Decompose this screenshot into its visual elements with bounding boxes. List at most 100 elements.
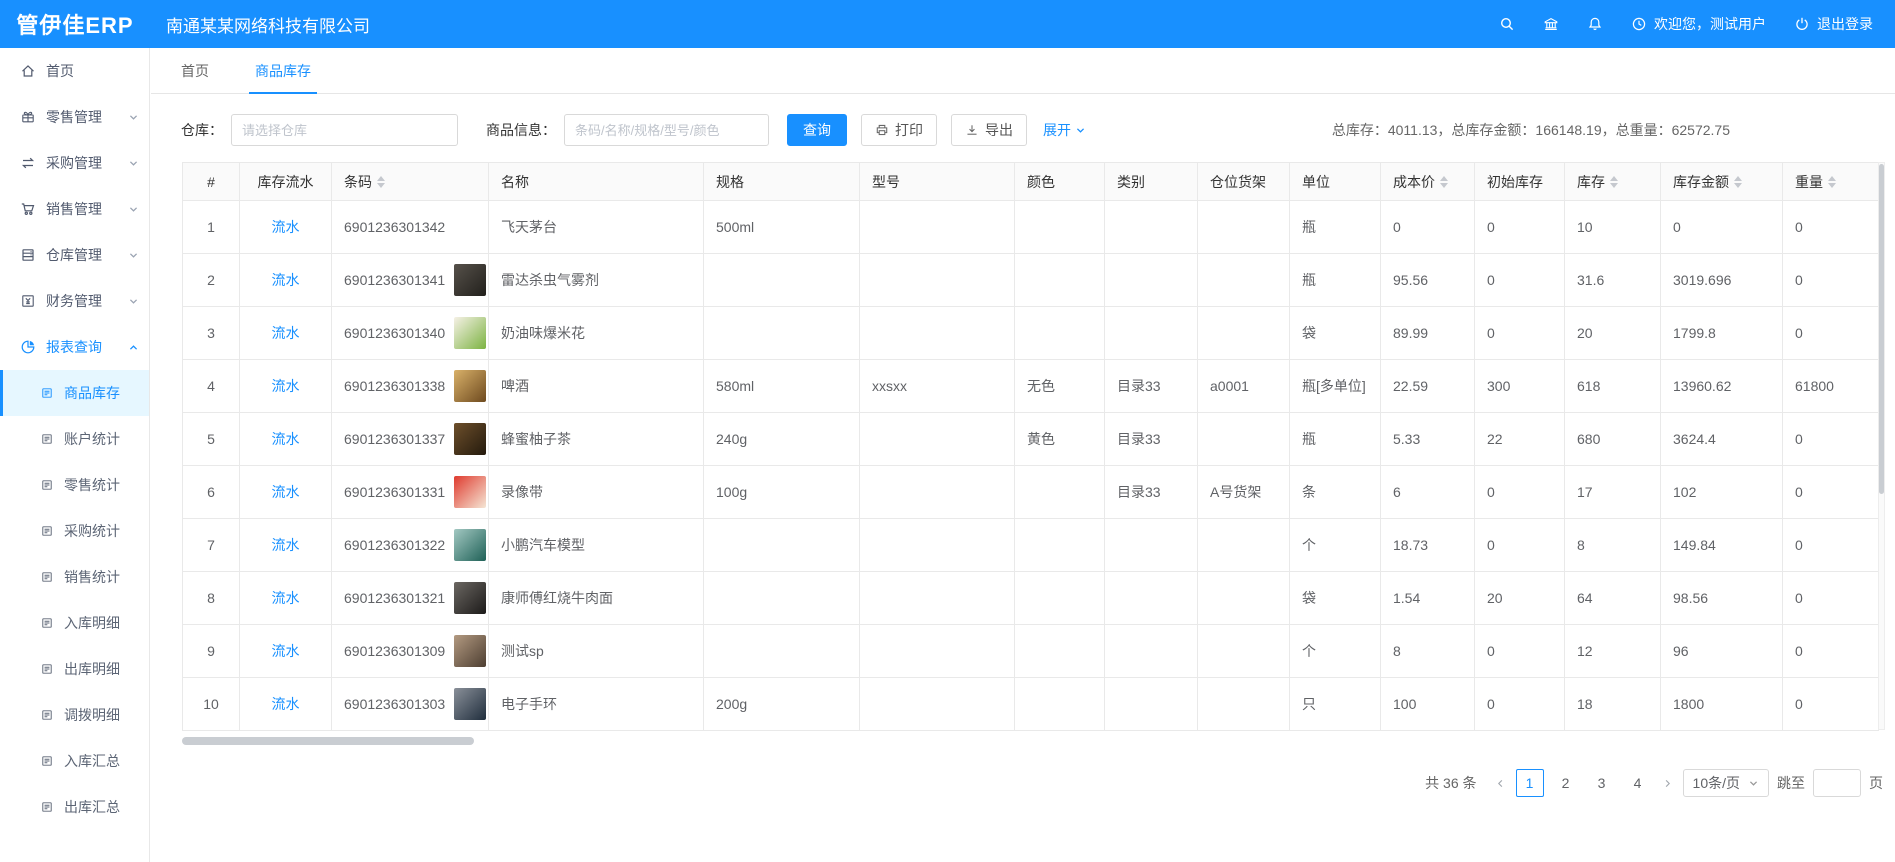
- sort-toggle-cost[interactable]: [1440, 175, 1448, 188]
- table-header-row: # 库存流水 条码 名称 规格 型号 颜色 类别 仓位货架 单位 成本价 初始库存 库存 库存金额 重量: [182, 162, 1879, 201]
- sidebar-item-warehouse-mgmt[interactable]: 仓库管理: [0, 232, 149, 278]
- search-button[interactable]: 查询: [787, 114, 847, 146]
- chevron-up-icon: [128, 342, 139, 353]
- cell-stock: 12: [1564, 624, 1661, 678]
- sidebar-item-report-query[interactable]: 报表查询: [0, 324, 149, 370]
- table-row: 10 流水 6901236301303 电子手环 200g 只 100 0 18 1800 0: [182, 677, 1879, 731]
- flow-link[interactable]: 流水: [271, 696, 300, 712]
- cell-flow: 流水: [239, 677, 332, 731]
- sort-toggle-stock[interactable]: [1610, 175, 1618, 188]
- cell-category: 目录33: [1104, 412, 1198, 466]
- horizontal-scrollbar-thumb[interactable]: [182, 737, 474, 745]
- flow-link[interactable]: 流水: [271, 325, 300, 341]
- cell-amount: 1799.8: [1660, 306, 1783, 360]
- page-number-4[interactable]: 4: [1633, 775, 1642, 791]
- column-header-barcode[interactable]: 条码: [331, 162, 489, 201]
- sidebar-item-home[interactable]: 首页: [0, 48, 149, 94]
- warehouse-select-input[interactable]: [231, 114, 458, 146]
- sidebar-item-retail-mgmt[interactable]: 零售管理: [0, 94, 149, 140]
- tab-goods-stock[interactable]: 商品库存: [249, 48, 317, 94]
- home-icon: [20, 63, 36, 79]
- cell-initial_stock: 22: [1474, 412, 1565, 466]
- sidebar-item-finance-mgmt[interactable]: 财务管理: [0, 278, 149, 324]
- page-number-2[interactable]: 2: [1561, 775, 1570, 791]
- cell-weight: 0: [1782, 200, 1879, 254]
- product-info-input[interactable]: [564, 114, 769, 146]
- flow-link[interactable]: 流水: [271, 643, 300, 659]
- flow-link[interactable]: 流水: [271, 590, 300, 606]
- product-thumbnail: [454, 423, 487, 455]
- sidebar-item-transfer-detail[interactable]: 调拨明细: [0, 692, 149, 738]
- cell-model: xxsxx: [859, 359, 1015, 413]
- sort-toggle-weight[interactable]: [1828, 175, 1836, 188]
- tab-home[interactable]: 首页: [181, 48, 209, 93]
- export-button[interactable]: 导出: [951, 114, 1027, 146]
- column-header-cost[interactable]: 成本价: [1380, 162, 1475, 201]
- sidebar-item-inbound-detail[interactable]: 入库明细: [0, 600, 149, 646]
- report-icon: [20, 339, 36, 355]
- expand-filters-link[interactable]: 展开: [1043, 120, 1086, 140]
- sort-toggle-amount[interactable]: [1734, 175, 1742, 188]
- vertical-scrollbar[interactable]: [1878, 162, 1885, 730]
- sidebar-item-sales-stats[interactable]: 销售统计: [0, 554, 149, 600]
- flow-link[interactable]: 流水: [271, 219, 300, 235]
- chevron-down-icon: [128, 250, 139, 261]
- sidebar-item-retail-stats[interactable]: 零售统计: [0, 462, 149, 508]
- column-label: 单位: [1302, 173, 1330, 190]
- sidebar-item-account-stats[interactable]: 账户统计: [0, 416, 149, 462]
- sidebar-item-inbound-summary[interactable]: 入库汇总: [0, 738, 149, 784]
- horizontal-scrollbar[interactable]: [182, 737, 1878, 745]
- chevron-down-icon: [1075, 125, 1086, 136]
- export-label: 导出: [985, 122, 1013, 138]
- sort-toggle-barcode[interactable]: [377, 175, 385, 188]
- column-header-inner: 库存: [1577, 172, 1648, 192]
- cell-stock: 20: [1564, 306, 1661, 360]
- column-header-stock[interactable]: 库存: [1564, 162, 1661, 201]
- sidebar-item-label: 出库明细: [64, 661, 120, 677]
- user-welcome[interactable]: 欢迎您，测试用户: [1631, 14, 1766, 34]
- product-thumbnail: [454, 370, 487, 402]
- bell-icon[interactable]: [1587, 16, 1603, 32]
- sidebar-item-label: 财务管理: [46, 293, 102, 309]
- logout-button[interactable]: 退出登录: [1794, 14, 1873, 34]
- finance-icon: [20, 293, 36, 309]
- print-button[interactable]: 打印: [861, 114, 937, 146]
- cell-spec: 200g: [703, 677, 860, 731]
- previous-page-button[interactable]: [1493, 778, 1508, 789]
- flow-link[interactable]: 流水: [271, 272, 300, 288]
- page-number-3[interactable]: 3: [1597, 775, 1606, 791]
- sidebar-item-outbound-detail[interactable]: 出库明细: [0, 646, 149, 692]
- jump-page-input[interactable]: [1813, 769, 1861, 797]
- flow-link[interactable]: 流水: [271, 431, 300, 447]
- flow-link[interactable]: 流水: [271, 378, 300, 394]
- sales-icon: [20, 201, 36, 217]
- column-label: 成本价: [1393, 173, 1435, 190]
- flow-link[interactable]: 流水: [271, 537, 300, 553]
- column-header-amount[interactable]: 库存金额: [1660, 162, 1783, 201]
- sidebar-item-purchase-mgmt[interactable]: 采购管理: [0, 140, 149, 186]
- sidebar-item-goods-stock[interactable]: 商品库存: [0, 370, 149, 416]
- cell-unit: 个: [1289, 624, 1381, 678]
- sort-ascending-icon: [1610, 175, 1618, 181]
- sidebar-item-sales-mgmt[interactable]: 销售管理: [0, 186, 149, 232]
- cell-flow: 流水: [239, 465, 332, 519]
- flow-link[interactable]: 流水: [271, 484, 300, 500]
- sidebar-item-outbound-summary[interactable]: 出库汇总: [0, 784, 149, 830]
- cell-stock: 10: [1564, 200, 1661, 254]
- page-size-select[interactable]: 10条/页: [1682, 769, 1769, 797]
- cell-category: [1104, 306, 1198, 360]
- cell-initial_stock: 0: [1474, 624, 1565, 678]
- cell-amount: 3624.4: [1660, 412, 1783, 466]
- bank-icon[interactable]: [1543, 16, 1559, 32]
- page-number-1[interactable]: 1: [1515, 769, 1544, 797]
- search-icon[interactable]: [1499, 16, 1515, 32]
- sort-descending-icon: [377, 182, 385, 188]
- barcode-wrap: 6901236301340: [344, 317, 487, 349]
- next-page-button[interactable]: [1660, 778, 1675, 789]
- cell-weight: 0: [1782, 571, 1879, 625]
- cell-unit: 只: [1289, 677, 1381, 731]
- column-header-weight[interactable]: 重量: [1782, 162, 1879, 201]
- cell-index: 3: [182, 306, 240, 360]
- sidebar-item-purchase-stats[interactable]: 采购统计: [0, 508, 149, 554]
- vertical-scrollbar-thumb[interactable]: [1879, 164, 1884, 494]
